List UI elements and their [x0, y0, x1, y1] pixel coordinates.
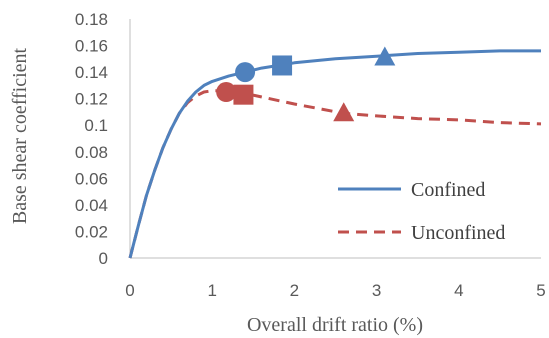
y-axis-title: Base shear coefficient: [9, 47, 31, 224]
y-tick-label: 0.12: [75, 90, 108, 109]
y-tick-label: 0.16: [75, 37, 108, 56]
x-tick-labels: 0 1 2 3 4 5: [125, 281, 545, 300]
axes: [129, 19, 541, 259]
marker-circle-confined: [235, 62, 256, 83]
x-axis-title: Overall drift ratio (%): [247, 314, 423, 336]
y-tick-label: 0.18: [75, 10, 108, 29]
y-tick-label: 0.04: [75, 196, 108, 215]
marker-square-unconfined: [233, 84, 254, 105]
x-tick-label: 3: [372, 281, 381, 300]
marker-triangle-confined: [374, 46, 396, 66]
y-tick-label: 0.06: [75, 169, 108, 188]
y-tick-labels: 0 0.02 0.04 0.06 0.08 0.1 0.12 0.14 0.16 0.18: [75, 10, 108, 268]
series-confined: [128, 46, 541, 259]
y-tick-label: 0: [99, 249, 108, 268]
y-tick-label: 0.08: [75, 143, 108, 162]
legend-label-unconfined: Unconfined: [411, 222, 505, 244]
series-layer: [128, 46, 542, 259]
marker-triangle-unconfined: [333, 102, 355, 122]
x-tick-label: 2: [290, 281, 299, 300]
x-tick-label: 1: [207, 281, 216, 300]
y-tick-label: 0.14: [75, 63, 108, 82]
y-tick-label: 0.02: [75, 222, 108, 241]
y-tick-label: 0.1: [84, 116, 108, 135]
marker-circle-unconfined: [216, 82, 237, 103]
legend: Confined Unconfined: [338, 179, 505, 244]
x-tick-label: 4: [454, 281, 463, 300]
x-tick-label: 5: [536, 281, 545, 300]
series-line-confined: [128, 49, 541, 259]
legend-label-confined: Confined: [411, 179, 485, 201]
x-tick-label: 0: [125, 281, 134, 300]
marker-square-confined: [272, 55, 293, 76]
